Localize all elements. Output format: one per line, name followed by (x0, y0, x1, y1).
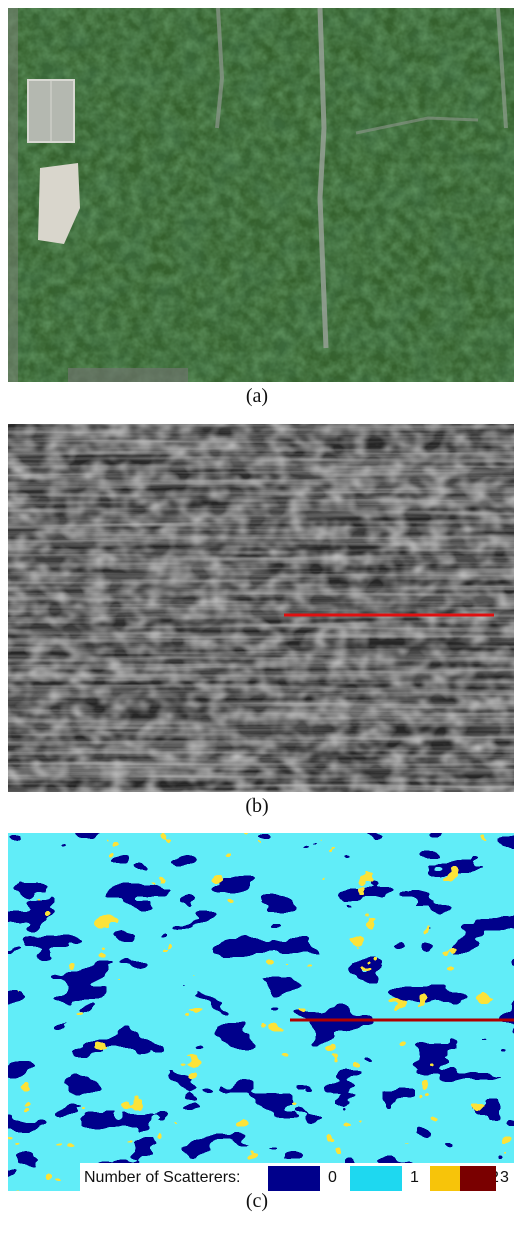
legend-swatch-0 (268, 1166, 320, 1191)
legend-title: Number of Scatterers: (84, 1169, 241, 1186)
aerial-optical-image (8, 8, 514, 382)
legend-item-3: 3 (460, 1163, 514, 1195)
legend-label-3: 3 (500, 1169, 509, 1186)
sar-tomogram-image (8, 424, 514, 792)
legend-label-0: 0 (328, 1169, 337, 1186)
scatterer-count-map (8, 833, 514, 1191)
legend-swatch-1 (350, 1166, 402, 1191)
caption-b: (b) (245, 795, 269, 817)
caption-a: (a) (245, 385, 269, 407)
caption-c: (c) (245, 1190, 269, 1212)
legend-label-1: 1 (410, 1169, 419, 1186)
legend-swatch-3 (460, 1166, 496, 1191)
